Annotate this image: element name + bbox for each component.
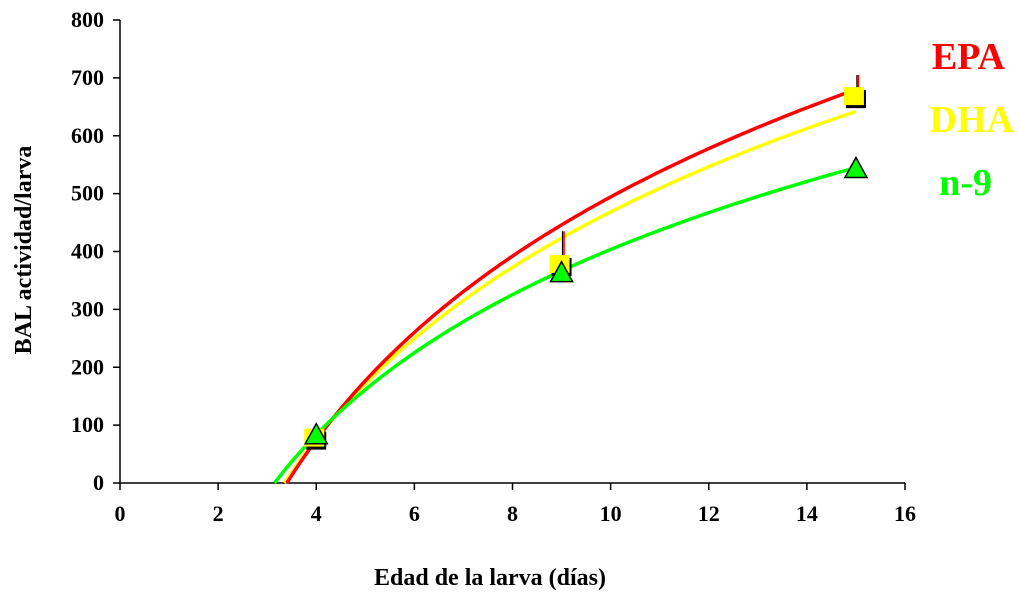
y-tick-label: 0 [93,470,104,495]
x-tick-label: 8 [507,501,518,526]
x-tick-label: 0 [115,501,126,526]
axes: 0 100 200 300 400 500 600 700 800 0 2 4 6 8 10 12 14 16 [71,7,916,526]
x-axis-title: Edad de la larva (días) [374,565,606,591]
trend-line-dha [282,109,857,484]
legend-epa: EPA [932,36,1006,78]
x-tick-label: 16 [894,501,916,526]
y-tick-label: 200 [71,354,104,379]
n9-data-point [843,155,869,179]
x-tick-label: 12 [698,501,720,526]
x-tick-label: 2 [213,501,224,526]
dha-data-point [843,87,864,106]
y-tick-label: 300 [71,296,104,321]
x-tick-label: 10 [600,501,622,526]
x-tick-label: 6 [409,501,420,526]
n9-data-point [303,422,329,445]
data-markers [303,87,869,450]
y-tick-label: 400 [71,239,104,264]
legend-n-9: n-9 [939,162,992,204]
x-tick-label: 4 [311,501,322,526]
n9-data-point [549,260,574,283]
y-tick-label: 800 [71,7,104,32]
legend-dha: DHA [930,99,1015,141]
y-tick-label: 500 [71,181,104,206]
y-axis-title: BAL actividad/larva [11,146,37,355]
y-tick-label: 700 [71,65,104,90]
trend-lines [273,87,857,485]
legend: EPA DHA n-9 [930,36,1015,204]
y-tick-label: 600 [71,123,104,148]
x-tick-label: 14 [796,501,818,526]
trend-line-epa [285,87,857,484]
trend-line-n-9 [273,165,857,485]
y-tick-label: 100 [71,412,104,437]
